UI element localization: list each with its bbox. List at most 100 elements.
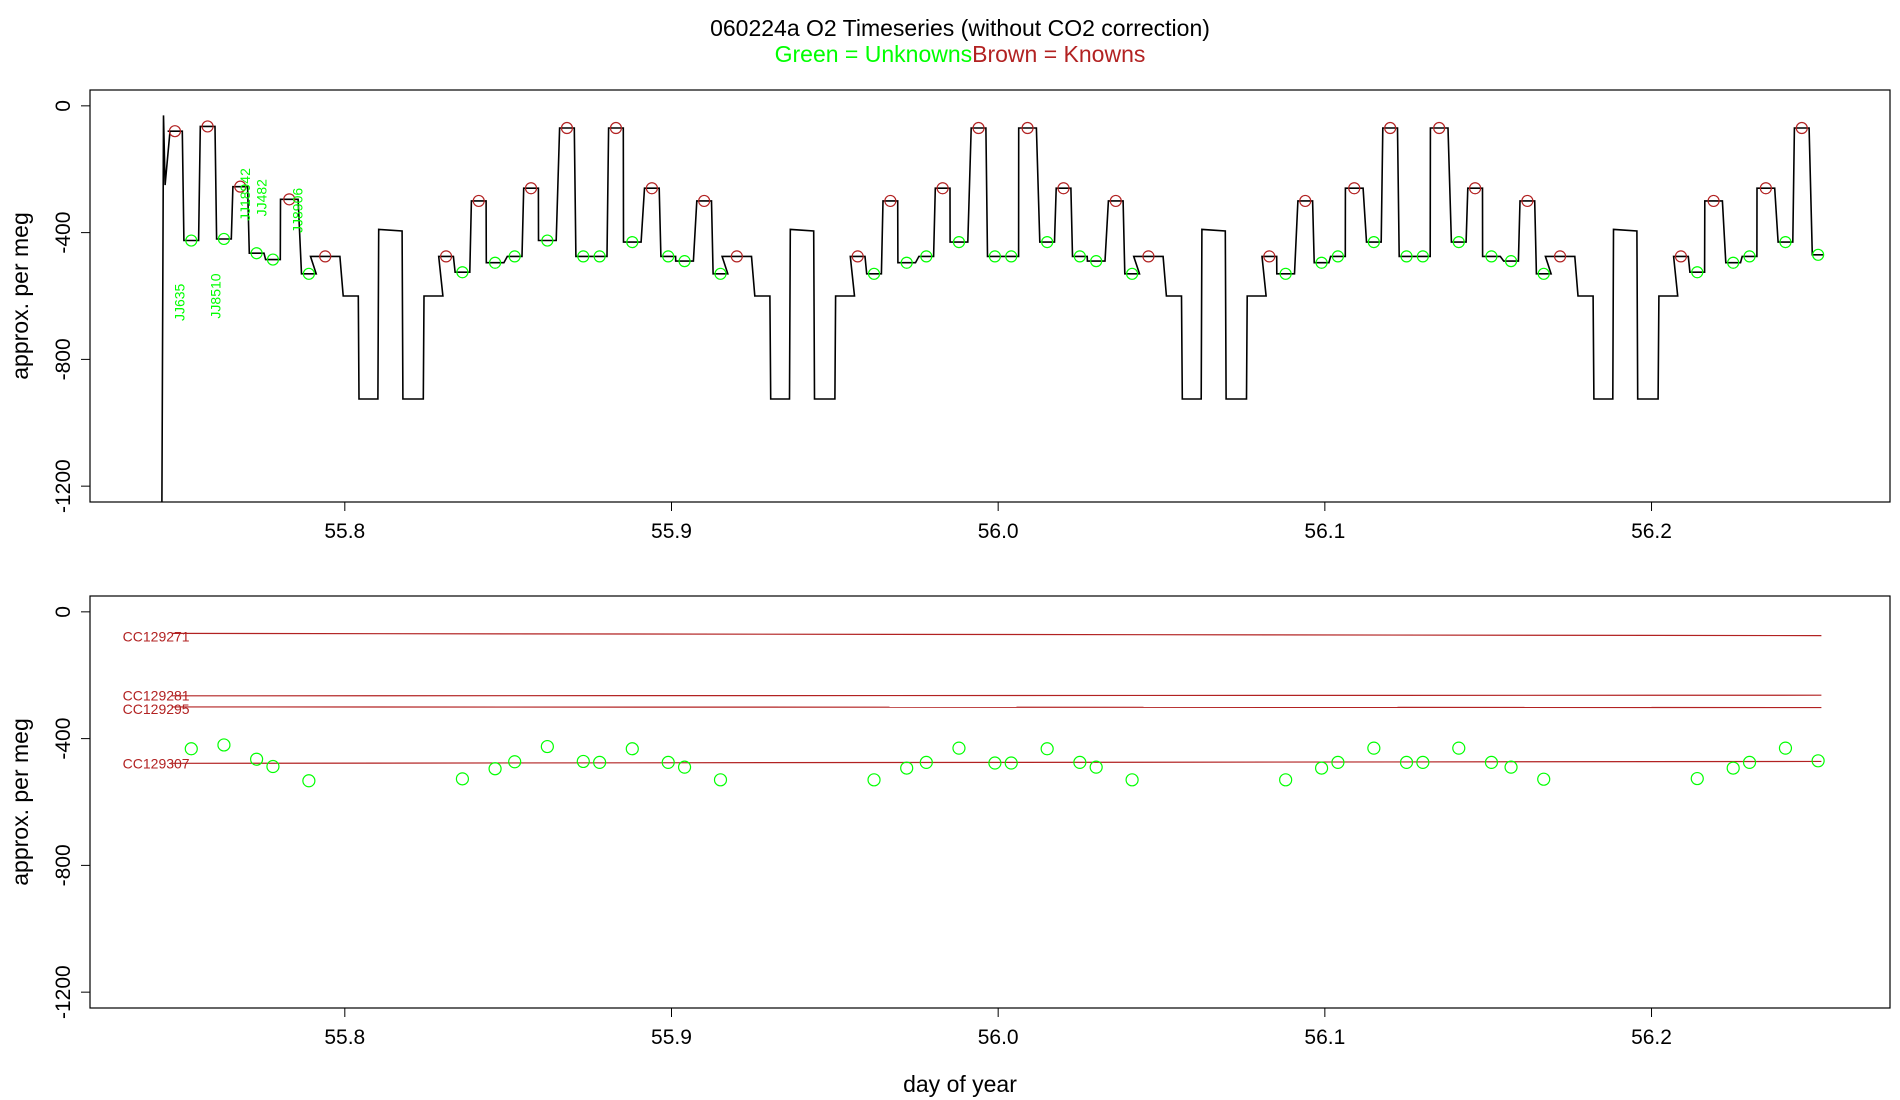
plot-area: JJ635 JJ8510 JJ18942 JJ482 JJ8906 xyxy=(161,115,1825,502)
unknown-point xyxy=(1089,760,1103,774)
y-tick-label: 0 xyxy=(52,606,75,618)
unknown-point xyxy=(1812,248,1825,261)
unknown-point xyxy=(1367,236,1380,249)
known-point xyxy=(1795,121,1808,135)
known-point xyxy=(560,121,574,135)
unknown-point xyxy=(662,250,675,263)
known-point xyxy=(1142,250,1155,263)
unknown-point xyxy=(1005,250,1018,263)
plot-frame xyxy=(89,595,1891,1009)
known-point xyxy=(1299,194,1312,208)
sample-label: JJ8510 xyxy=(208,273,224,318)
known-point xyxy=(936,182,949,195)
known-point xyxy=(1759,182,1772,195)
unknown-point xyxy=(593,250,606,263)
known-point xyxy=(234,180,247,193)
known-point xyxy=(1707,194,1720,208)
reference-line-label: CC129281 xyxy=(123,688,190,704)
sample-label: JJ8906 xyxy=(289,188,305,233)
reference-line xyxy=(171,632,1822,637)
unknown-point xyxy=(1742,755,1757,769)
unknown-point xyxy=(900,256,913,269)
known-point xyxy=(1021,121,1034,135)
sample-label: JJ482 xyxy=(253,179,269,217)
known-point xyxy=(609,121,623,135)
unknown-point xyxy=(1452,741,1466,755)
known-point xyxy=(1521,194,1534,208)
known-point xyxy=(1553,250,1567,263)
unknown-point xyxy=(1400,250,1413,263)
reference-line xyxy=(171,694,1822,697)
x-tick-label: 55.9 xyxy=(651,1026,692,1049)
y-tick-label: -400 xyxy=(52,212,75,254)
unknown-point xyxy=(1279,773,1293,787)
unknown-point xyxy=(677,760,692,774)
chart-subtitle: Green = UnknownsBrown = Knowns xyxy=(775,41,1146,67)
sample-label: JJ18942 xyxy=(237,168,253,221)
known-point xyxy=(698,194,711,208)
unknown-point xyxy=(1504,255,1518,268)
unknown-point xyxy=(1743,250,1756,263)
reference-line-label: CC129307 xyxy=(123,756,190,772)
x-tick-label: 55.8 xyxy=(324,520,365,543)
unknown-point xyxy=(867,773,881,787)
unknown-point xyxy=(1691,266,1704,279)
unknown-point xyxy=(1690,771,1704,786)
unknown-point xyxy=(1811,754,1825,768)
unknown-point xyxy=(577,250,590,263)
unknown-point xyxy=(952,236,966,249)
x-tick-label: 56.0 xyxy=(978,520,1019,543)
chart-title: 060224a O2 Timeseries (without CO2 corre… xyxy=(710,15,1210,41)
known-point xyxy=(1109,194,1122,208)
unknown-point xyxy=(217,232,231,246)
unknown-point xyxy=(1537,772,1551,786)
unknown-point xyxy=(1315,256,1328,269)
unknown-point xyxy=(185,234,198,247)
unknown-point xyxy=(1779,236,1792,249)
y-axis-label: approx. per meg xyxy=(7,718,33,885)
y-tick-label: -800 xyxy=(52,338,75,380)
unknown-point xyxy=(250,247,263,260)
unknown-point xyxy=(1485,250,1498,263)
known-point xyxy=(1674,250,1688,263)
unknown-point xyxy=(1367,741,1381,755)
x-axis-label: day of year xyxy=(903,1071,1017,1097)
x-tick-label: 56.2 xyxy=(1631,1026,1672,1049)
unknown-point xyxy=(508,755,522,769)
known-point xyxy=(524,182,538,195)
unknown-point xyxy=(593,755,607,769)
unknown-point xyxy=(1484,755,1499,769)
reference-line-label: CC129271 xyxy=(123,628,190,644)
known-point xyxy=(201,120,214,133)
x-tick-label: 56.1 xyxy=(1304,520,1345,543)
unknown-point xyxy=(1778,741,1793,755)
known-point xyxy=(1469,182,1482,195)
unknown-point xyxy=(302,774,316,788)
y-axis-label: approx. per meg xyxy=(7,212,33,379)
y-tick-label: -1200 xyxy=(52,459,75,513)
unknown-point xyxy=(1040,742,1054,756)
subtitle-unknowns: Green = Unknowns xyxy=(775,41,973,67)
plot-frame xyxy=(89,89,1891,503)
unknown-point xyxy=(626,236,639,249)
unknown-point xyxy=(217,738,231,752)
x-tick-label: 55.9 xyxy=(651,520,692,543)
unknown-point xyxy=(1073,755,1087,769)
unknown-point xyxy=(988,250,1002,263)
unknown-point xyxy=(1452,236,1465,249)
unknown-point xyxy=(455,772,470,786)
x-tick-label: 55.8 xyxy=(324,1026,365,1049)
unknown-point xyxy=(1331,755,1345,769)
unknown-point xyxy=(266,759,280,774)
unknown-point xyxy=(1399,755,1414,769)
known-point xyxy=(319,250,332,263)
bottom-panel: 55.8 55.9 56.0 56.1 56.2 0 -400 -800 -1200 approx… xyxy=(7,595,1891,1049)
unknown-point xyxy=(920,250,933,263)
known-point xyxy=(645,182,658,195)
unknown-point xyxy=(1073,250,1086,263)
unknown-point xyxy=(988,756,1002,770)
unknown-point xyxy=(1004,756,1018,770)
reference-line xyxy=(171,760,1822,764)
unknown-point xyxy=(1279,267,1292,280)
